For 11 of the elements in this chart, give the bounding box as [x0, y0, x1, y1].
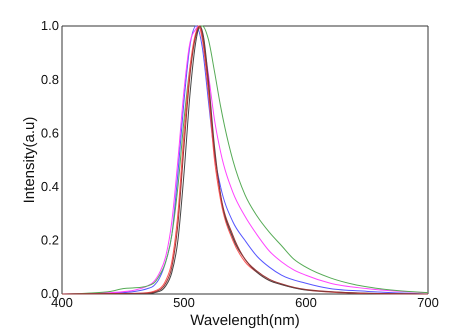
line-series — [62, 26, 428, 294]
y-tick-label: 0.6 — [40, 125, 59, 140]
y-tick-label: 0.2 — [40, 232, 59, 248]
x-tick-label: 600 — [295, 295, 317, 310]
y-tick-label: 0.8 — [40, 72, 59, 87]
x-tick-label: 500 — [173, 295, 195, 310]
y-tick-label: 1.0 — [40, 18, 59, 34]
x-tick-label: 700 — [417, 295, 439, 310]
x-axis-title: Wavelength(nm) — [190, 312, 300, 329]
y-axis-title: Intensity(a.u) — [21, 116, 38, 204]
y-tick-label: 0.4 — [40, 178, 59, 194]
